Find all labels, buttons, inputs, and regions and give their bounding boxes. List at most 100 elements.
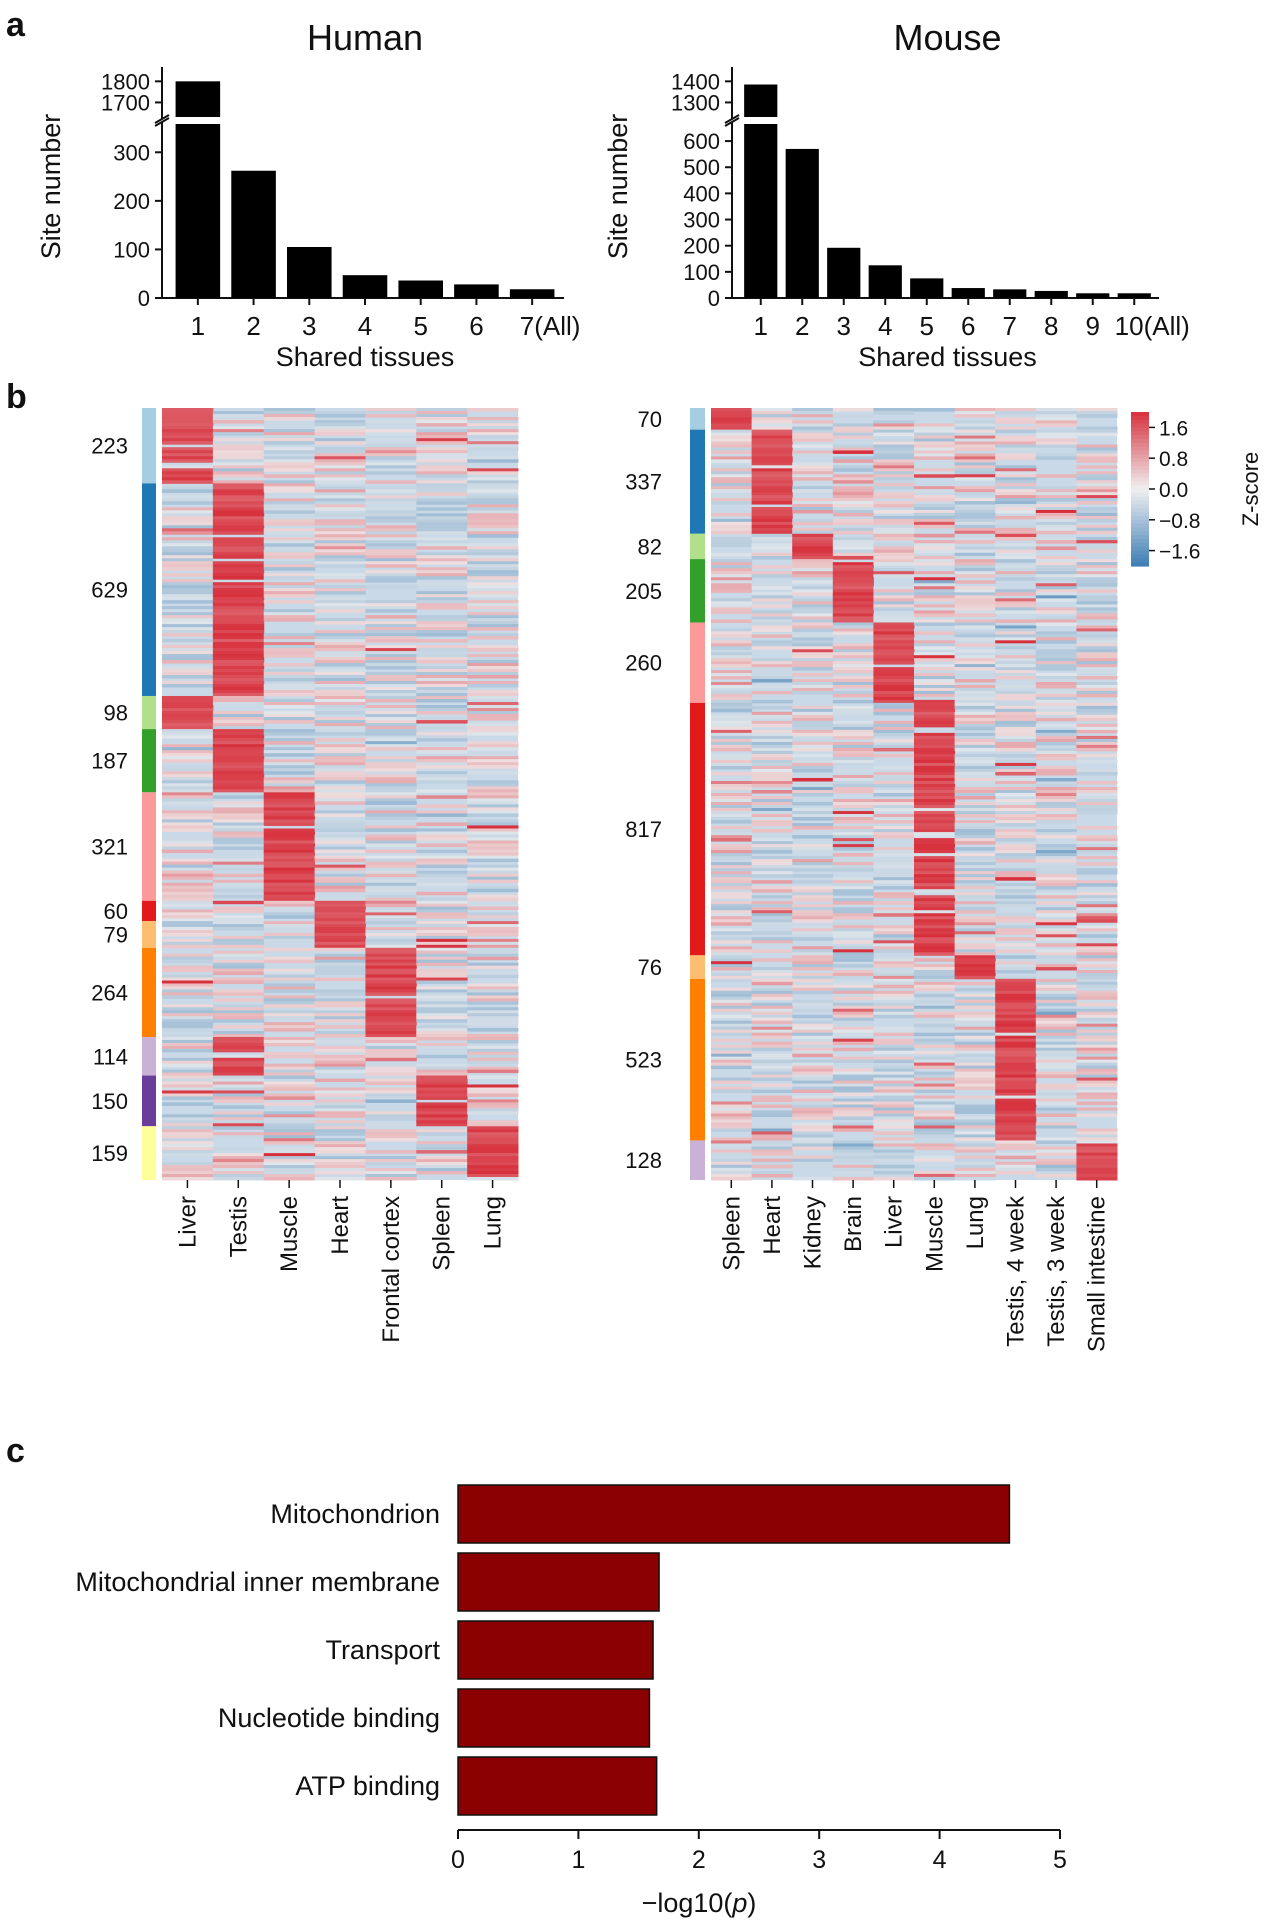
heatmap-cell — [263, 1016, 316, 1020]
heatmap-cell — [995, 1038, 1037, 1043]
heatmap-cell — [1076, 1107, 1118, 1112]
heatmap-cell — [711, 512, 753, 517]
heatmap-cell — [467, 1045, 519, 1050]
heatmap-cell — [365, 609, 417, 613]
heatmap-cell — [1035, 877, 1077, 881]
heatmap-cell — [832, 820, 874, 824]
heatmap-cell — [792, 604, 834, 608]
heatmap-cell — [1035, 732, 1077, 737]
heatmap-cell — [1076, 729, 1118, 734]
heatmap-cell — [365, 897, 417, 902]
heatmap-cell — [711, 530, 753, 535]
heatmap-cell — [792, 919, 834, 923]
heatmap-cell — [873, 515, 915, 520]
heatmap-cell — [365, 1022, 417, 1026]
heatmap-cell — [416, 921, 468, 925]
heatmap-cell — [365, 1034, 417, 1038]
heatmap-cell — [914, 592, 956, 596]
cluster-size-label: 223 — [91, 434, 128, 459]
heatmap-cell — [162, 606, 214, 610]
heatmap-cell — [467, 714, 519, 718]
heatmap-cell — [314, 501, 366, 505]
heatmap-cell — [212, 695, 265, 700]
heatmap-cell — [954, 786, 996, 791]
heatmap-cell — [212, 480, 265, 484]
heatmap-cell — [162, 582, 214, 586]
heatmap-cell — [263, 1051, 316, 1056]
heatmap-cell — [365, 636, 417, 640]
heatmap-cell — [1035, 489, 1077, 493]
heatmap-cell — [711, 865, 753, 869]
heatmap-cell — [162, 711, 214, 715]
heatmap-cell — [1035, 790, 1077, 794]
heatmap-cell — [1035, 999, 1077, 1004]
heatmap-cell — [1076, 949, 1118, 953]
heatmap-cell — [416, 1066, 468, 1071]
heatmap-cell — [212, 689, 265, 694]
heatmap-cell — [1076, 664, 1118, 668]
heatmap-cell — [751, 750, 793, 755]
heatmap-cell — [365, 903, 417, 908]
heatmap-cell — [914, 1158, 956, 1163]
heatmap-cell — [832, 952, 874, 956]
heatmap-cell — [314, 777, 366, 781]
heatmap-cell — [954, 934, 996, 938]
heatmap-cell — [212, 747, 265, 751]
cluster-size-label: 629 — [91, 578, 128, 603]
heatmap-cell — [1035, 1074, 1077, 1079]
heatmap-cell — [954, 546, 996, 551]
heatmap-cell — [162, 549, 214, 553]
heatmap-cell — [954, 958, 996, 962]
heatmap-cell — [162, 558, 214, 562]
heatmap-cell — [751, 931, 793, 935]
heatmap-cell — [263, 408, 316, 412]
heatmap-cell — [467, 831, 519, 836]
heatmap-cell — [954, 1086, 996, 1091]
heatmap-cell — [416, 765, 468, 769]
heatmap-cell — [1035, 536, 1077, 541]
heatmap-cell — [711, 1116, 753, 1120]
heatmap-cell — [751, 619, 793, 623]
heatmap-cell — [416, 531, 468, 535]
heatmap-cell — [751, 799, 793, 803]
heatmap-cell — [212, 918, 265, 922]
heatmap-cell — [954, 509, 996, 514]
heatmap-cell — [832, 577, 874, 581]
heatmap-cell — [263, 1069, 316, 1074]
cluster-color-bar — [690, 408, 705, 430]
heatmap-cell — [995, 913, 1037, 917]
heatmap-cell — [954, 589, 996, 593]
heatmap-cell — [995, 1092, 1037, 1097]
heatmap-cell — [162, 645, 214, 649]
heatmap-cell — [467, 1075, 519, 1080]
heatmap-cell — [751, 583, 793, 587]
heatmap-cell — [1076, 796, 1118, 800]
heatmap-cell — [995, 1146, 1037, 1151]
heatmap-cell — [751, 1032, 793, 1037]
heatmap-cell — [314, 1126, 366, 1130]
heatmap-cell — [711, 1032, 753, 1037]
heatmap-cell — [263, 519, 316, 523]
heatmap-cell — [711, 808, 753, 812]
heatmap-cell — [467, 846, 519, 851]
heatmap-cell — [314, 1025, 366, 1029]
heatmap-cell — [162, 789, 214, 793]
x-tick-label: 1 — [754, 311, 768, 341]
heatmap-cell — [365, 783, 417, 787]
heatmap-cell — [954, 880, 996, 884]
heatmap-cell — [263, 1117, 316, 1121]
heatmap-cell — [954, 536, 996, 541]
heatmap-cell — [162, 753, 214, 757]
heatmap-cell — [365, 918, 417, 922]
heatmap-cell — [263, 771, 316, 775]
heatmap-cell — [995, 814, 1037, 818]
bar — [509, 289, 555, 298]
heatmap-cell — [365, 998, 417, 1002]
heatmap-cell — [467, 552, 519, 556]
heatmap-cell — [314, 909, 366, 913]
heatmap-cell — [873, 702, 915, 707]
heatmap-cell — [314, 849, 366, 854]
heatmap-cell — [162, 615, 214, 619]
heatmap-cell — [1076, 625, 1118, 629]
heatmap-cell — [314, 606, 366, 610]
